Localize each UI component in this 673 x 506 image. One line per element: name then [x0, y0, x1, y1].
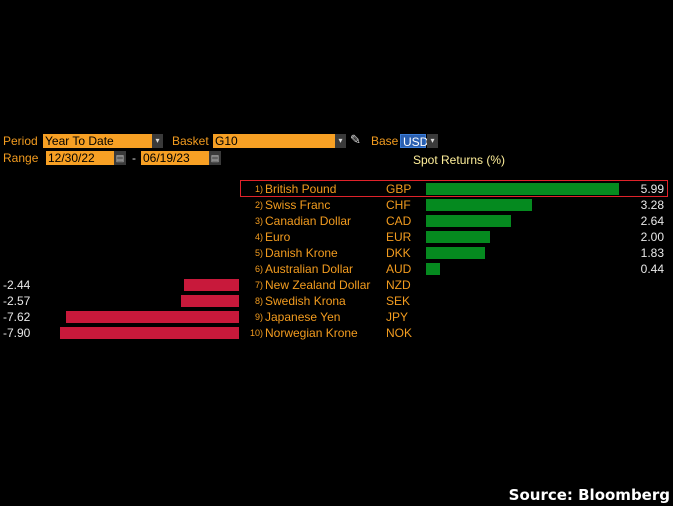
rank: 1): [254, 184, 263, 194]
calendar-icon[interactable]: ▤: [114, 151, 126, 165]
basket-dropdown-icon[interactable]: ▾: [335, 134, 346, 148]
currency-code: JPY: [386, 310, 409, 324]
base-dropdown-icon[interactable]: ▾: [427, 134, 438, 148]
table-row[interactable]: 1) British Pound GBP 5.99: [0, 180, 673, 197]
base-select[interactable]: USD: [400, 134, 428, 149]
table-row[interactable]: 10) Norwegian Krone NOK -7.90: [0, 325, 673, 341]
currency-code: SEK: [386, 294, 411, 308]
return-value: 3.28: [640, 198, 664, 212]
negative-bar: [66, 311, 239, 323]
currency-name: Canadian Dollar: [265, 214, 352, 228]
currency-code: CHF: [386, 198, 411, 212]
currency-name: Australian Dollar: [265, 262, 354, 276]
rank: 3): [254, 216, 263, 226]
basket-label: Basket: [172, 134, 209, 148]
highlight-box: [240, 180, 668, 197]
table-row[interactable]: 4) Euro EUR 2.00: [0, 229, 673, 245]
column-header: Spot Returns (%): [413, 153, 506, 167]
currency-code: DKK: [386, 246, 411, 260]
currency-name: Euro: [265, 230, 291, 244]
return-value: 1.83: [640, 246, 664, 260]
currency-name: Japanese Yen: [265, 310, 341, 324]
rank: 7): [254, 280, 263, 290]
currency-code: CAD: [386, 214, 412, 228]
positive-bar: [426, 199, 532, 211]
range-start-input[interactable]: 12/30/22: [46, 151, 114, 165]
return-value: 5.99: [640, 182, 664, 196]
currency-code: AUD: [386, 262, 412, 276]
negative-bar: [183, 279, 239, 291]
table-row[interactable]: 8) Swedish Krona SEK -2.57: [0, 293, 673, 309]
currency-code: NOK: [386, 326, 413, 340]
table-row[interactable]: 2) Swiss Franc CHF 3.28: [0, 197, 673, 213]
return-value: -7.62: [3, 310, 31, 324]
currency-name: British Pound: [265, 182, 337, 196]
rank: 5): [254, 248, 263, 258]
currency-name: New Zealand Dollar: [265, 278, 371, 292]
pencil-icon[interactable]: ✎: [350, 132, 361, 147]
return-value: -7.90: [3, 326, 31, 340]
base-label: Base: [371, 134, 399, 148]
period-select[interactable]: Year To Date: [43, 134, 152, 148]
range-label: Range: [3, 151, 39, 165]
table-row[interactable]: 3) Canadian Dollar CAD 2.64: [0, 213, 673, 229]
table-row[interactable]: 5) Danish Krone DKK 1.83: [0, 245, 673, 261]
currency-name: Swiss Franc: [265, 198, 331, 212]
range-separator: -: [132, 151, 136, 165]
positive-bar: [426, 263, 441, 275]
rank: 9): [254, 312, 263, 322]
return-value: 2.00: [640, 230, 664, 244]
rank: 2): [254, 200, 263, 210]
return-value: -2.57: [3, 294, 31, 308]
currency-code: NZD: [386, 278, 411, 292]
range-end-input[interactable]: 06/19/23: [141, 151, 209, 165]
rank: 4): [254, 232, 263, 242]
source-label: Source: Bloomberg: [508, 486, 670, 504]
basket-select[interactable]: G10: [213, 134, 335, 148]
rank: 8): [254, 296, 263, 306]
return-value: -2.44: [3, 278, 31, 292]
rank: 6): [254, 264, 263, 274]
period-label: Period: [3, 134, 38, 148]
positive-bar: [426, 247, 485, 259]
table-row[interactable]: 7) New Zealand Dollar NZD -2.44: [0, 277, 673, 293]
currency-code: GBP: [386, 182, 412, 196]
rank: 10): [249, 328, 263, 338]
table-row[interactable]: 6) Australian Dollar AUD 0.44: [0, 261, 673, 277]
positive-bar: [426, 231, 491, 243]
negative-bar: [59, 327, 239, 339]
return-value: 0.44: [640, 262, 664, 276]
currency-code: EUR: [386, 230, 412, 244]
table-row[interactable]: 9) Japanese Yen JPY -7.62: [0, 309, 673, 325]
return-value: 2.64: [640, 214, 664, 228]
period-dropdown-icon[interactable]: ▾: [152, 134, 163, 148]
positive-bar: [426, 183, 619, 195]
positive-bar: [426, 215, 511, 227]
currency-name: Norwegian Krone: [265, 326, 358, 340]
calendar-icon[interactable]: ▤: [209, 151, 221, 165]
currency-name: Danish Krone: [265, 246, 338, 260]
currency-name: Swedish Krona: [265, 294, 346, 308]
negative-bar: [180, 295, 239, 307]
